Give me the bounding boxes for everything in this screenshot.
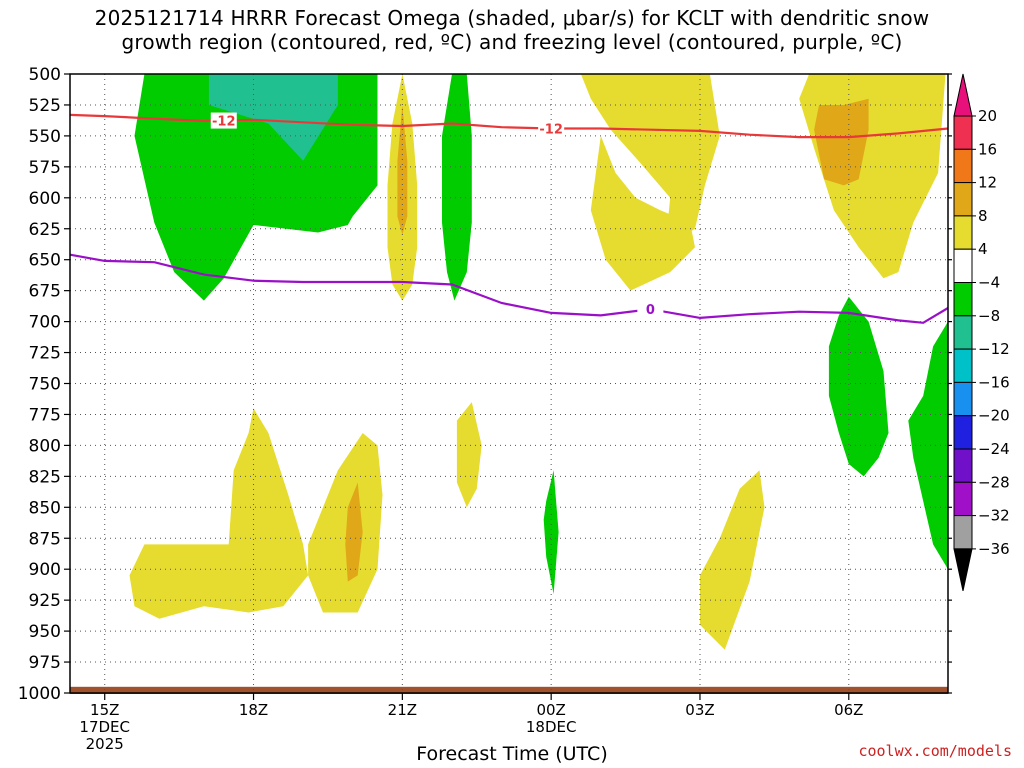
y-tick-label-650: 650	[29, 251, 61, 271]
omega-region-14	[456, 402, 482, 508]
omega-region-7	[799, 74, 946, 279]
colorbar-box-11	[953, 481, 973, 517]
colorbar-box-9	[953, 415, 973, 450]
y-tick-label-600: 600	[29, 189, 61, 209]
colorbar-label-13: −36	[978, 540, 1010, 558]
x-tick-label-15-2: 2025	[86, 735, 124, 753]
colorbar-box-5	[953, 282, 973, 317]
x-tick-label-27-0: 03Z	[685, 701, 714, 719]
colorbar-label-2: 12	[978, 174, 997, 192]
y-tick-label-900: 900	[29, 560, 61, 580]
y-tick-label-825: 825	[29, 467, 61, 487]
colorbar: 20 16 12 8 4 −4 −8 −12 −16 −20 −24 −28 −32 −36	[953, 73, 1010, 592]
colorbar-label-4: 4	[978, 240, 988, 258]
y-tick-label-775: 775	[29, 405, 61, 425]
omega-region-13	[345, 482, 363, 582]
colorbar-label-10: −24	[978, 440, 1010, 458]
x-tick-label-15-0: 15Z	[90, 701, 119, 719]
colorbar-bottom-arrow	[953, 548, 973, 592]
y-tick-label-925: 925	[29, 591, 61, 611]
y-tick-label-625: 625	[29, 220, 61, 240]
x-tick-label-21-0: 21Z	[388, 701, 417, 719]
y-tick-label-1000: 1000	[18, 684, 61, 704]
y-tick-label-575: 575	[29, 158, 61, 178]
omega-region-16	[700, 470, 765, 650]
colorbar-top-arrow	[953, 73, 973, 117]
surface-band	[70, 686, 948, 694]
y-tick-label-975: 975	[29, 653, 61, 673]
y-tick-label-850: 850	[29, 498, 61, 518]
chart-title-line2: growth region (contoured, red, ºC) and f…	[121, 30, 903, 54]
omega-region-4	[442, 74, 472, 301]
omega-region-9	[828, 296, 889, 477]
x-tick-label-18-0: 18Z	[239, 701, 268, 719]
omega-region-8	[814, 98, 869, 186]
colorbar-box-4	[953, 248, 973, 283]
y-tick-label-700: 700	[29, 313, 61, 333]
dgz-minus12-line-label-bg-0	[210, 112, 237, 129]
colorbar-label-3: 8	[978, 207, 988, 225]
dgz-minus12-line-label-1: -12	[539, 122, 563, 137]
y-tick-label-725: 725	[29, 344, 61, 364]
colorbar-box-0	[953, 115, 973, 150]
colorbar-box-1	[953, 148, 973, 184]
y-tick-label-500: 500	[29, 65, 61, 85]
freezing-level-line	[69, 253, 949, 324]
colorbar-label-6: −8	[978, 307, 1000, 325]
colorbar-label-8: −16	[978, 373, 1010, 391]
dgz-minus12-line-label-bg-1	[538, 120, 565, 137]
colorbar-box-12	[953, 515, 973, 550]
colorbar-box-2	[953, 182, 973, 217]
colorbar-label-5: −4	[978, 274, 1000, 292]
colorbar-label-0: 20	[978, 107, 997, 125]
gridlines	[70, 74, 948, 693]
colorbar-box-6	[953, 315, 973, 350]
colorbar-box-10	[953, 448, 973, 483]
colorbar-label-11: −28	[978, 473, 1010, 491]
y-tick-label-875: 875	[29, 529, 61, 549]
y-tick-label-950: 950	[29, 622, 61, 642]
colorbar-box-7	[953, 348, 973, 383]
y-tick-label-800: 800	[29, 436, 61, 456]
omega-region-12	[308, 433, 383, 613]
x-tick-label-30-0: 06Z	[834, 701, 863, 719]
x-axis-title: Forecast Time (UTC)	[416, 743, 608, 765]
colorbar-label-9: −20	[978, 407, 1010, 425]
chart-title-line1: 2025121714 HRRR Forecast Omega (shaded, …	[94, 6, 930, 30]
x-tick-label-24-0: 00Z	[536, 701, 565, 719]
y-tick-label-675: 675	[29, 282, 61, 302]
omega-shading-layer	[70, 74, 948, 694]
omega-region-15	[543, 470, 559, 594]
omega-region-6	[590, 135, 695, 291]
colorbar-box-8	[953, 381, 973, 417]
colorbar-label-12: −32	[978, 507, 1010, 525]
omega-region-11	[129, 408, 309, 619]
omega-region-1	[208, 74, 338, 161]
freezing-level-line-label-0: 0	[646, 303, 655, 318]
y-tick-label-550: 550	[29, 127, 61, 147]
contour-lines: -12 -12 0	[69, 112, 949, 324]
colorbar-label-1: 16	[978, 140, 997, 158]
x-tick-label-15-1: 17DEC	[79, 718, 130, 736]
dgz-minus12-line-label-0: -12	[212, 115, 236, 130]
y-tick-label-525: 525	[29, 96, 61, 116]
freezing-level-line-label-bg-0	[637, 301, 664, 318]
chart-title: 2025121714 HRRR Forecast Omega (shaded, …	[0, 6, 1024, 54]
omega-region-10	[908, 321, 948, 570]
colorbar-label-7: −12	[978, 340, 1010, 358]
x-tick-label-24-1: 18DEC	[526, 718, 577, 736]
colorbar-box-3	[953, 215, 973, 250]
axes: 500 525 550 575 600 625 650 675 700 725 750 775 800 8…	[18, 65, 952, 753]
y-tick-label-750: 750	[29, 375, 61, 395]
omega-region-5	[576, 74, 720, 248]
dgz-minus12-line	[69, 113, 949, 139]
site-credit[interactable]: coolwx.com/models	[858, 742, 1012, 760]
